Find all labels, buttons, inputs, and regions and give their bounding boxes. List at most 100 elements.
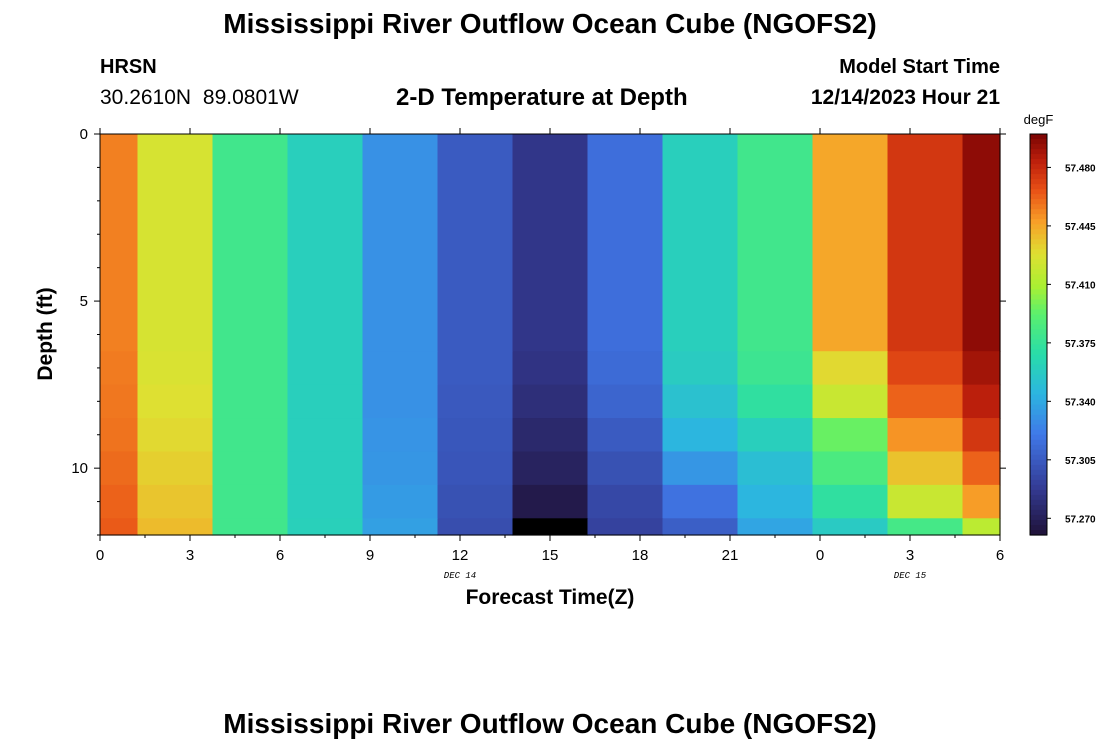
model-start-label: Model Start Time (839, 56, 1000, 78)
colorbar-segment (1030, 384, 1047, 391)
colorbar-segment (1030, 404, 1047, 411)
heatmap-cell (287, 451, 364, 486)
colorbar-tick-label: 57.445 (1065, 222, 1096, 233)
heatmap-cell (962, 518, 1001, 536)
heatmap-cell (587, 518, 664, 536)
colorbar-segment (1030, 319, 1047, 326)
heatmap-cell (812, 351, 889, 386)
heatmap-cell (100, 451, 139, 486)
colorbar-segment (1030, 279, 1047, 285)
x-tick-label: 18 (632, 547, 649, 564)
heatmap-cell (362, 451, 439, 486)
colorbar-segment (1030, 369, 1047, 376)
heatmap-cell (737, 351, 814, 386)
heatmap-cell (962, 351, 1001, 386)
heatmap-cell (512, 134, 589, 352)
colorbar-segment (1030, 139, 1047, 145)
heatmap-cell (737, 484, 814, 519)
colorbar-segment (1030, 189, 1047, 195)
chart-axes: 0 3 6 9 12 15 18 21 0 3 6 DEC 14 DEC 15 0 5 10 (71, 126, 1006, 581)
heatmap-cell (100, 418, 139, 453)
colorbar-segment (1030, 174, 1047, 180)
colorbar-segment (1030, 309, 1047, 316)
heatmap-cell (437, 418, 514, 453)
colorbar-segment (1030, 134, 1047, 140)
y-tick-label: 5 (80, 293, 88, 310)
heatmap-cell (662, 484, 739, 519)
heatmap-cell (437, 351, 514, 386)
heatmap-cell (812, 418, 889, 453)
colorbar-segment (1030, 479, 1047, 486)
colorbar-segment (1030, 499, 1047, 506)
colorbar-segment (1030, 219, 1047, 225)
colorbar-segment (1030, 194, 1047, 200)
heatmap-cell (887, 484, 964, 519)
heatmap-cell (737, 384, 814, 419)
heatmap-cell (512, 518, 589, 536)
x-tick-label: 21 (722, 547, 739, 564)
heatmap-cell (362, 484, 439, 519)
heatmap-cell (812, 451, 889, 486)
colorbar-segment (1030, 389, 1047, 396)
colorbar-segment (1030, 334, 1047, 341)
heatmap-cell (137, 418, 214, 453)
heatmap-cell (137, 384, 214, 419)
heatmap-cell (512, 418, 589, 453)
x-tick-label: 0 (816, 547, 824, 564)
colorbar-segment (1030, 399, 1047, 406)
colorbar-segment (1030, 419, 1047, 426)
heatmap-cell (512, 484, 589, 519)
x-tick-label: 3 (906, 547, 914, 564)
heatmap-cell (662, 418, 739, 453)
heatmap-cell (887, 134, 964, 352)
heatmap-cell (812, 134, 889, 352)
heatmap-cell (212, 134, 289, 352)
colorbar-segment (1030, 294, 1047, 301)
heatmap-cell (662, 518, 739, 536)
heatmap-cell (812, 518, 889, 536)
heatmap-cell (437, 518, 514, 536)
heatmap-cell (137, 351, 214, 386)
colorbar-segment (1030, 259, 1047, 265)
heatmap-cell (287, 134, 364, 352)
heatmap-cell (100, 134, 139, 352)
colorbar-segment (1030, 489, 1047, 496)
colorbar-segment (1030, 299, 1047, 306)
heatmap-cell (137, 484, 214, 519)
heatmap-cell (287, 518, 364, 536)
heatmap-cell (887, 418, 964, 453)
heatmap-cell (362, 384, 439, 419)
heatmap-cell (287, 418, 364, 453)
colorbar-segment (1030, 394, 1047, 401)
heatmap-cell (662, 351, 739, 386)
heatmap-cell (962, 134, 1001, 352)
colorbar-segment (1030, 244, 1047, 250)
heatmap-cell (362, 351, 439, 386)
heatmap-cell (137, 451, 214, 486)
heatmap-cell (437, 384, 514, 419)
heatmap-cell (887, 351, 964, 386)
x-tick-label: 3 (186, 547, 194, 564)
colorbar-segment (1030, 314, 1047, 321)
x-tick-label: 9 (366, 547, 374, 564)
colorbar-segment (1030, 159, 1047, 165)
heatmap-cell (100, 518, 139, 536)
heatmap-cell (212, 351, 289, 386)
colorbar-tick-label: 57.305 (1065, 456, 1096, 467)
heatmap-cell (212, 518, 289, 536)
colorbar-segment (1030, 149, 1047, 155)
heatmap-cell (512, 384, 589, 419)
x-date-label: DEC 14 (444, 571, 476, 581)
y-axis-title: Depth (ft) (34, 287, 57, 380)
colorbar-segment (1030, 379, 1047, 386)
heatmap-cell (212, 418, 289, 453)
colorbar-segment (1030, 269, 1047, 275)
colorbar-segment (1030, 154, 1047, 160)
colorbar-segment (1030, 444, 1047, 451)
colorbar-tick-label: 57.340 (1065, 397, 1096, 408)
colorbar-segment (1030, 239, 1047, 245)
heatmap-cell (287, 351, 364, 386)
colorbar-tick-label: 57.480 (1065, 163, 1096, 174)
colorbar-segment (1030, 339, 1047, 346)
